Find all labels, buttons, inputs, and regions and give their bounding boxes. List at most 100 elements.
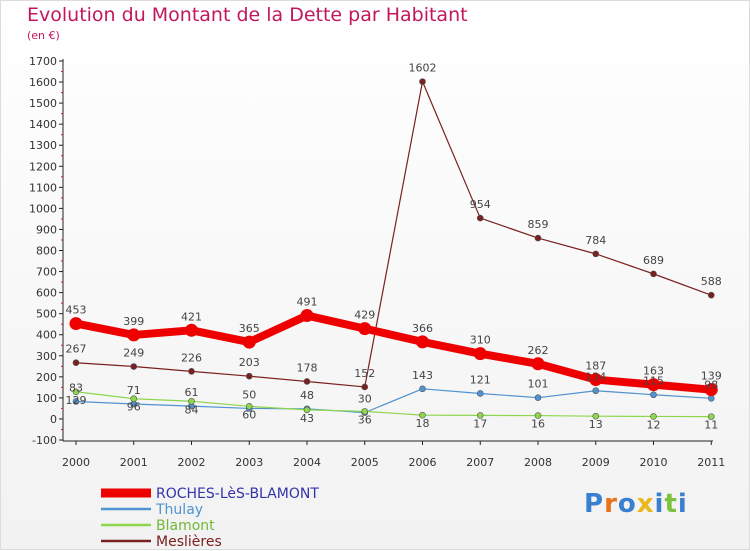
data-label: 129 xyxy=(66,394,87,407)
data-label: 96 xyxy=(127,401,141,414)
y-tick-label: 1100 xyxy=(29,181,57,194)
data-label: 267 xyxy=(66,343,87,356)
series-point xyxy=(476,412,484,419)
series-point xyxy=(130,395,138,403)
y-tick-label: 1000 xyxy=(29,202,57,215)
x-tick-label: 2006 xyxy=(409,456,437,469)
series-point xyxy=(647,378,660,392)
data-label: 453 xyxy=(66,304,87,317)
series-point xyxy=(592,412,600,420)
y-tick-label: 0 xyxy=(50,413,57,426)
series-point xyxy=(534,234,542,242)
data-label: 16 xyxy=(531,418,545,431)
series-point xyxy=(245,372,253,380)
series-line xyxy=(75,391,712,418)
data-label: 226 xyxy=(181,351,202,364)
data-label: 43 xyxy=(300,412,314,425)
series-point xyxy=(534,412,542,419)
data-label: 84 xyxy=(185,403,199,416)
series-point xyxy=(361,383,369,391)
series-point xyxy=(303,406,311,414)
series-point xyxy=(245,403,253,410)
x-tick-label: 2003 xyxy=(235,456,263,469)
logo-letter: t xyxy=(664,489,678,519)
series-point xyxy=(127,328,141,342)
data-label: 11 xyxy=(704,419,718,432)
logo-letter: i xyxy=(654,489,665,519)
y-tick-label: 900 xyxy=(36,223,57,236)
chart-ticks: -100 0 100 200 300 400 500 600 700 800 900 1000 1100… xyxy=(29,55,725,469)
x-tick-label: 2005 xyxy=(351,456,379,469)
series-point xyxy=(476,214,484,222)
data-label: 491 xyxy=(297,296,318,309)
series-line xyxy=(75,81,712,388)
series-point xyxy=(185,323,198,337)
y-tick-label: 600 xyxy=(36,287,57,300)
data-label: 399 xyxy=(123,315,144,328)
series-point xyxy=(72,359,80,367)
series-point xyxy=(592,387,600,395)
series-point xyxy=(188,368,195,375)
y-tick-label: 300 xyxy=(36,350,57,363)
chart-subtitle: (en €) xyxy=(27,29,60,42)
series-point xyxy=(592,250,600,258)
data-label: 134 xyxy=(585,371,606,384)
logo-letter: P xyxy=(584,489,605,519)
x-tick-label: 2008 xyxy=(524,456,552,469)
legend-label: Blamont xyxy=(156,518,215,534)
series-point xyxy=(72,398,80,405)
data-label: 12 xyxy=(647,418,661,431)
data-label: 689 xyxy=(643,254,664,267)
proxiti-logo: Proxiti xyxy=(584,489,688,519)
data-label: 588 xyxy=(701,275,722,288)
series-point xyxy=(650,413,657,420)
data-label: 143 xyxy=(412,369,433,382)
y-tick-label: 1400 xyxy=(29,118,57,131)
legend-label: Thulay xyxy=(155,502,203,518)
series-point xyxy=(473,347,487,361)
logo-letter: r xyxy=(604,489,618,519)
y-tick-label: 1600 xyxy=(29,76,57,89)
series-point xyxy=(419,411,426,419)
logo-letter: o xyxy=(617,489,637,519)
data-label: 365 xyxy=(239,322,260,335)
series-point xyxy=(69,317,83,331)
data-label: 187 xyxy=(585,360,606,373)
data-label: 121 xyxy=(470,373,491,386)
y-tick-label: 1500 xyxy=(29,97,57,110)
y-tick-label: 1300 xyxy=(29,139,57,152)
x-tick-label: 2010 xyxy=(640,456,668,469)
data-label: 859 xyxy=(528,218,549,231)
y-tick-label: -100 xyxy=(32,434,57,447)
x-tick-label: 2000 xyxy=(62,456,90,469)
data-label: 163 xyxy=(643,365,664,378)
series-point xyxy=(476,390,484,397)
data-label: 421 xyxy=(181,310,202,323)
series-point xyxy=(72,388,80,396)
series-point xyxy=(707,395,715,402)
series-point xyxy=(242,335,256,349)
data-label: 36 xyxy=(358,413,372,426)
x-tick-label: 2004 xyxy=(293,456,321,469)
data-label: 310 xyxy=(470,334,491,347)
data-label: 61 xyxy=(185,386,199,399)
chart-series xyxy=(69,78,718,420)
data-label: 954 xyxy=(470,198,491,211)
series-point xyxy=(531,357,545,371)
series-point xyxy=(419,78,426,85)
data-label: 366 xyxy=(412,322,433,335)
data-label: 18 xyxy=(416,417,430,430)
y-tick-label: 700 xyxy=(36,266,57,279)
data-label: 1602 xyxy=(409,62,437,75)
data-label: 203 xyxy=(239,356,260,369)
y-tick-label: 1200 xyxy=(29,160,57,173)
data-label: 60 xyxy=(242,408,256,421)
series-point xyxy=(300,309,314,323)
data-label: 17 xyxy=(473,417,487,430)
logo-letter: x xyxy=(636,489,655,519)
y-tick-label: 400 xyxy=(36,329,57,342)
series-point xyxy=(534,394,542,401)
data-label: 139 xyxy=(701,370,722,383)
